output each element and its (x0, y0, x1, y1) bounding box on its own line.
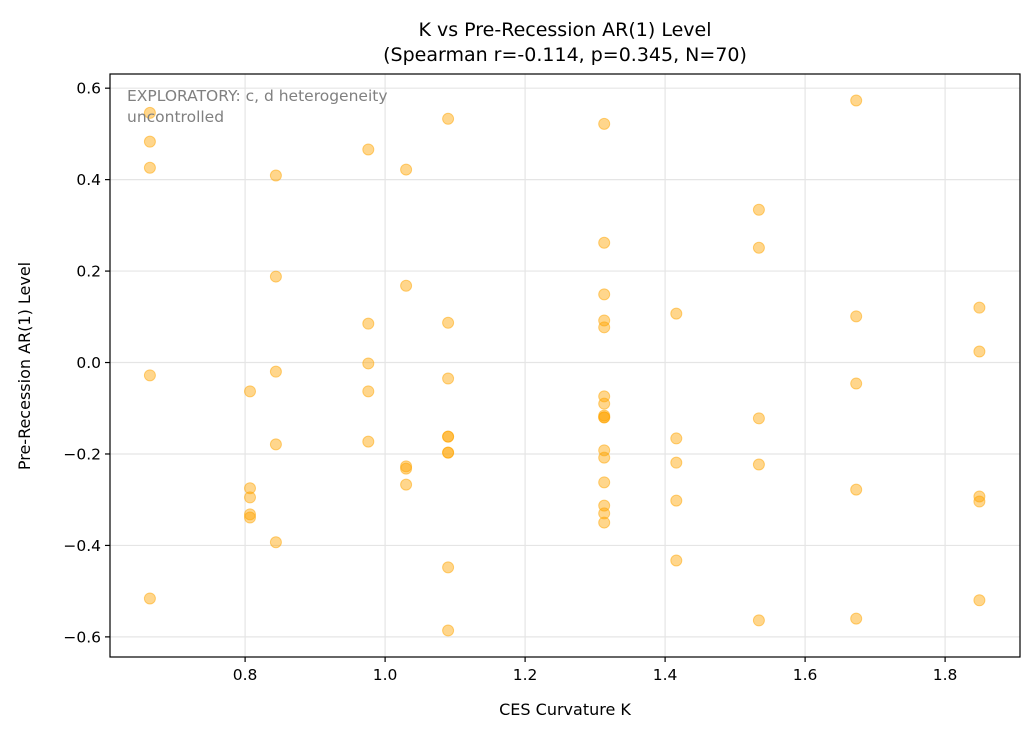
data-point (973, 345, 986, 358)
data-point (362, 317, 375, 330)
data-point (598, 236, 611, 249)
data-point (442, 624, 455, 637)
x-tick-label: 1.2 (513, 666, 538, 684)
data-point (850, 377, 863, 390)
data-point (752, 614, 765, 627)
x-tick-label: 1.0 (373, 666, 398, 684)
points (143, 94, 986, 637)
data-point (442, 446, 455, 459)
data-point (598, 476, 611, 489)
data-point (244, 491, 256, 504)
data-point (598, 411, 611, 424)
data-point (598, 117, 611, 130)
y-tick-label: −0.2 (63, 445, 101, 463)
data-point (670, 307, 683, 320)
x-tick-label: 1.8 (933, 666, 958, 684)
grid (110, 74, 1020, 657)
data-point (442, 112, 455, 125)
data-point (598, 516, 611, 529)
data-point (442, 316, 455, 329)
data-point (850, 612, 863, 625)
plot-frame (109, 73, 1021, 658)
annotation-line-1: EXPLORATORY: c, d heterogeneity (127, 87, 388, 105)
data-point (442, 430, 455, 443)
data-point (670, 554, 683, 567)
chart-subtitle: (Spearman r=-0.114, p=0.345, N=70) (383, 44, 747, 66)
data-point (143, 369, 156, 382)
y-tick-label: 0.2 (76, 263, 101, 281)
y-tick-label: 0.0 (76, 354, 101, 372)
x-tick-label: 0.8 (233, 666, 258, 684)
data-point (752, 412, 765, 425)
data-point (442, 561, 455, 574)
data-point (752, 241, 765, 254)
x-axis-label: CES Curvature K (499, 700, 631, 719)
data-point (400, 478, 413, 491)
data-point (362, 435, 375, 448)
data-point (143, 106, 156, 119)
data-point (269, 438, 282, 451)
data-point (244, 511, 256, 524)
y-tick-label: 0.6 (76, 80, 101, 98)
data-point (143, 135, 156, 148)
data-point (598, 397, 611, 410)
annotation-line-2: uncontrolled (127, 108, 224, 126)
data-point (400, 279, 413, 292)
data-point (143, 161, 156, 174)
x-tick-label: 1.6 (793, 666, 818, 684)
data-point (362, 357, 375, 370)
data-point (244, 482, 256, 495)
data-point (244, 385, 256, 398)
data-point (400, 163, 413, 176)
x-tick-label: 1.4 (653, 666, 678, 684)
data-point (752, 203, 765, 216)
data-point (143, 592, 156, 605)
data-point (973, 495, 986, 508)
y-tick-label: 0.4 (76, 171, 101, 189)
data-point (973, 301, 986, 314)
data-point (442, 372, 455, 385)
data-point (850, 94, 863, 107)
data-point (400, 462, 413, 475)
data-point (269, 536, 282, 549)
data-point (850, 310, 863, 323)
y-tick-label: −0.4 (63, 537, 101, 555)
data-point (670, 432, 683, 445)
data-point (973, 594, 986, 607)
data-point (670, 494, 683, 507)
data-point (244, 508, 256, 521)
data-point (670, 456, 683, 469)
data-point (269, 365, 282, 378)
data-point (598, 288, 611, 301)
data-point (362, 385, 375, 398)
y-axis: 0.6 0.4 0.2 0.0 −0.2 −0.4 −0.6 (63, 80, 110, 646)
y-axis-label: Pre-Recession AR(1) Level (15, 262, 34, 470)
data-point (269, 169, 282, 182)
y-tick-label: −0.6 (63, 628, 101, 646)
data-point (752, 458, 765, 471)
data-point (269, 270, 282, 283)
data-point (362, 143, 375, 156)
data-point (850, 483, 863, 496)
data-point (598, 314, 611, 327)
data-point (598, 451, 611, 464)
data-point (598, 507, 611, 520)
chart-title: K vs Pre-Recession AR(1) Level (418, 19, 711, 41)
data-point (598, 321, 611, 334)
x-axis: 0.8 1.0 1.2 1.4 1.6 1.8 (233, 657, 958, 684)
